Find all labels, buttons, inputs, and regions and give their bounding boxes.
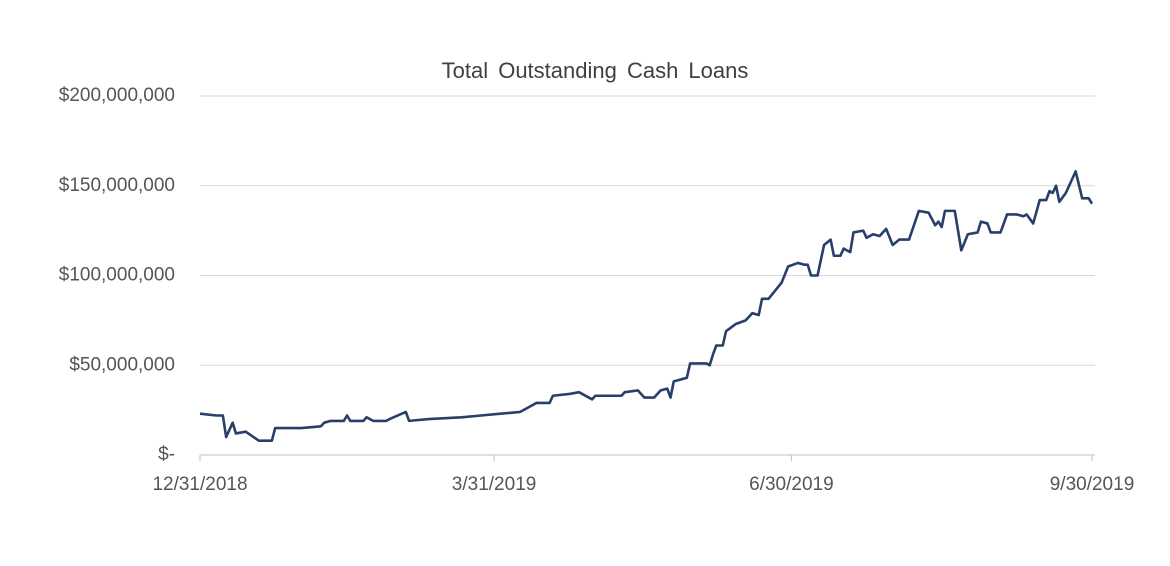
y-tick-label: $50,000,000 — [69, 354, 175, 375]
x-tick-label: 9/30/2019 — [1050, 474, 1135, 495]
chart-title: Total Outstanding Cash Loans — [442, 58, 749, 83]
x-tick-label: 3/31/2019 — [452, 474, 537, 495]
x-tick-label: 12/31/2018 — [152, 474, 247, 495]
x-tick-label: 6/30/2019 — [749, 474, 834, 495]
y-tick-label: $200,000,000 — [59, 85, 175, 106]
y-tick-label: $100,000,000 — [59, 265, 175, 286]
y-tick-label: $- — [158, 444, 175, 465]
y-tick-label: $150,000,000 — [59, 175, 175, 196]
data-line — [199, 170, 1094, 442]
